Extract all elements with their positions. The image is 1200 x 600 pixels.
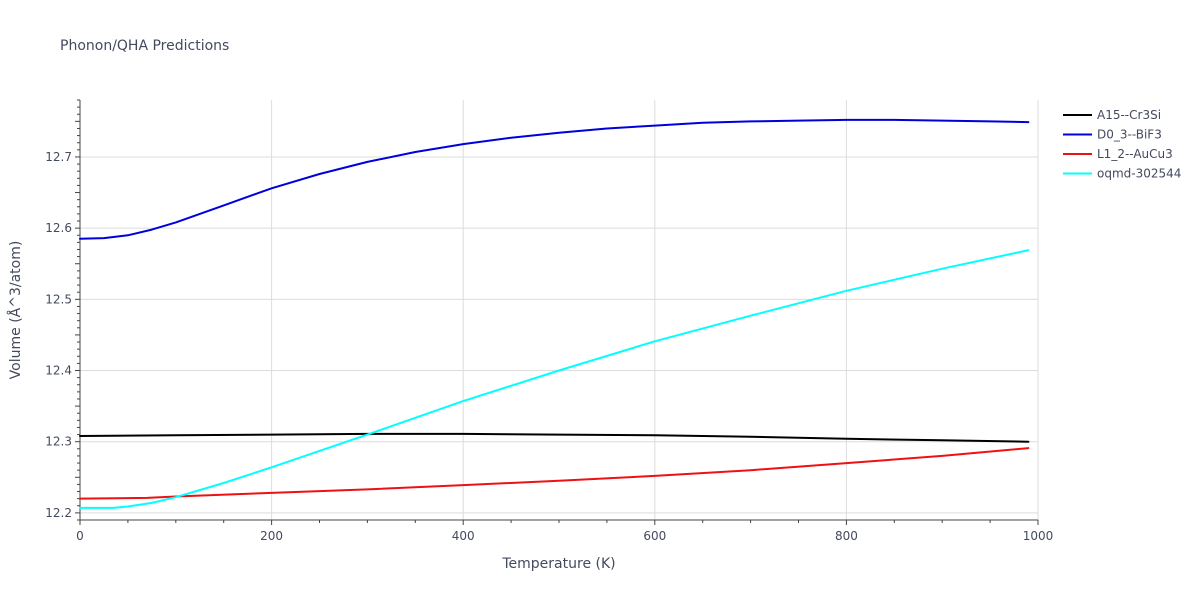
legend-item[interactable]: D0_3--BiF3 <box>1063 128 1162 142</box>
x-tick-label: 0 <box>76 529 84 543</box>
axes: 0 200 400 600 800 1000 12.2 12.3 12.4 12.5 12.6 12.… <box>45 99 1054 543</box>
x-tick-label: 600 <box>643 529 666 543</box>
x-tick-label: 200 <box>260 529 283 543</box>
y-tick-label: 12.4 <box>45 364 72 378</box>
legend-label: oqmd-302544 <box>1097 167 1181 181</box>
series-line-L1_2--AuCu3 <box>79 447 1030 500</box>
y-tick-label: 12.3 <box>45 435 72 449</box>
series-line-D0_3--BiF3 <box>79 118 1030 240</box>
chart-title: Phonon/QHA Predictions <box>60 38 229 54</box>
x-tick-label: 800 <box>835 529 858 543</box>
x-axis-title: Temperature (K) <box>501 556 615 572</box>
legend-item[interactable]: L1_2--AuCu3 <box>1063 147 1173 161</box>
legend-item[interactable]: A15--Cr3Si <box>1063 108 1161 122</box>
y-axis-title: Volume (Å^3/atom) <box>7 241 24 380</box>
legend-label: D0_3--BiF3 <box>1097 128 1162 142</box>
y-tick-label: 12.5 <box>45 292 72 306</box>
series-line-A15--Cr3Si <box>79 432 1030 443</box>
y-tick-label: 12.6 <box>45 221 72 235</box>
legend-label: L1_2--AuCu3 <box>1097 147 1173 161</box>
series-line-oqmd-302544 <box>79 249 1030 509</box>
y-tick-label: 12.7 <box>45 150 72 164</box>
legend-label: A15--Cr3Si <box>1097 108 1161 122</box>
plot-area <box>79 118 1030 509</box>
x-tick-label: 400 <box>452 529 475 543</box>
y-tick-label: 12.2 <box>45 506 72 520</box>
legend[interactable]: A15--Cr3Si D0_3--BiF3 L1_2--AuCu3 oqmd-3025… <box>1063 108 1181 181</box>
x-tick-label: 1000 <box>1023 529 1054 543</box>
legend-item[interactable]: oqmd-302544 <box>1063 167 1181 181</box>
grid <box>80 100 1039 520</box>
